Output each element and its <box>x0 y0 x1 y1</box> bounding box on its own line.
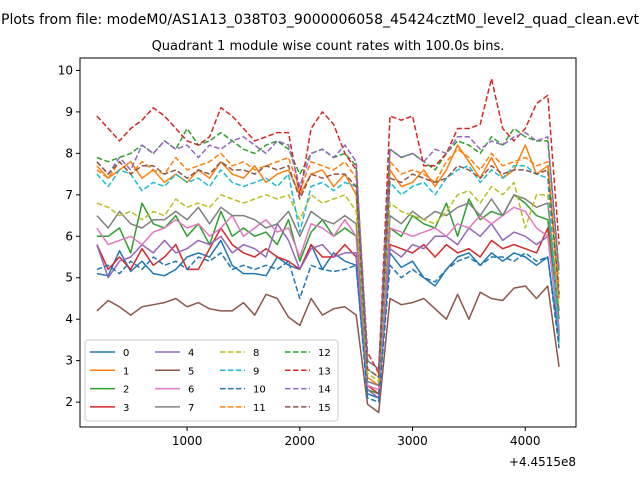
y-axis: 2 3 4 5 6 7 8 9 10 <box>58 63 80 409</box>
legend-label: 4 <box>188 348 194 359</box>
y-tick-label: 6 <box>65 229 73 243</box>
legend-label: 14 <box>318 385 331 396</box>
y-tick-label: 8 <box>65 146 73 160</box>
legend-label: 9 <box>253 366 259 377</box>
x-offset-label: +4.4515e8 <box>509 455 576 469</box>
series-line-8 <box>96 181 560 383</box>
series-line-5 <box>96 285 560 414</box>
series-line-2 <box>96 194 560 395</box>
series-line-9 <box>96 165 560 378</box>
x-axis: 1000 2000 3000 4000 <box>172 427 541 448</box>
figure-suptitle: Plots from file: modeM0/AS1A13_038T03_90… <box>1 12 639 28</box>
legend-label: 13 <box>318 366 331 377</box>
series-line-6 <box>96 206 560 391</box>
series-line-14 <box>96 131 560 370</box>
y-tick-label: 4 <box>65 312 73 326</box>
legend-label: 2 <box>123 385 129 396</box>
y-tick-label: 7 <box>65 188 73 202</box>
legend-label: 5 <box>188 366 194 377</box>
y-tick-label: 10 <box>58 63 73 77</box>
legend-label: 0 <box>123 348 129 359</box>
legend-frame <box>84 339 339 422</box>
y-tick-label: 9 <box>65 105 73 119</box>
series-line-7 <box>96 194 560 387</box>
legend-label: 12 <box>318 348 331 359</box>
series-line-10 <box>96 252 560 403</box>
series-layer <box>96 77 560 414</box>
series-line-15 <box>96 160 560 378</box>
series-line-4 <box>96 223 560 399</box>
legend-label: 15 <box>318 403 331 414</box>
legend-label: 6 <box>188 385 194 396</box>
y-tick-label: 3 <box>65 354 73 368</box>
series-line-11 <box>96 148 560 378</box>
legend-label: 1 <box>123 366 129 377</box>
y-tick-label: 5 <box>65 271 73 285</box>
chart-title: Quadrant 1 module wise count rates with … <box>152 39 505 54</box>
legend-label: 3 <box>123 403 129 414</box>
x-tick-label: 3000 <box>397 434 428 448</box>
x-tick-label: 2000 <box>285 434 316 448</box>
y-tick-label: 2 <box>65 395 73 409</box>
x-tick-label: 4000 <box>510 434 541 448</box>
series-line-13 <box>96 77 560 374</box>
x-tick-label: 1000 <box>172 434 203 448</box>
legend-label: 10 <box>253 385 266 396</box>
series-line-0 <box>96 239 560 399</box>
series-line-3 <box>96 227 560 395</box>
plot-frame <box>79 57 577 428</box>
legend-label: 11 <box>253 403 266 414</box>
legend-label: 8 <box>253 348 259 359</box>
legend-label: 7 <box>188 403 194 414</box>
